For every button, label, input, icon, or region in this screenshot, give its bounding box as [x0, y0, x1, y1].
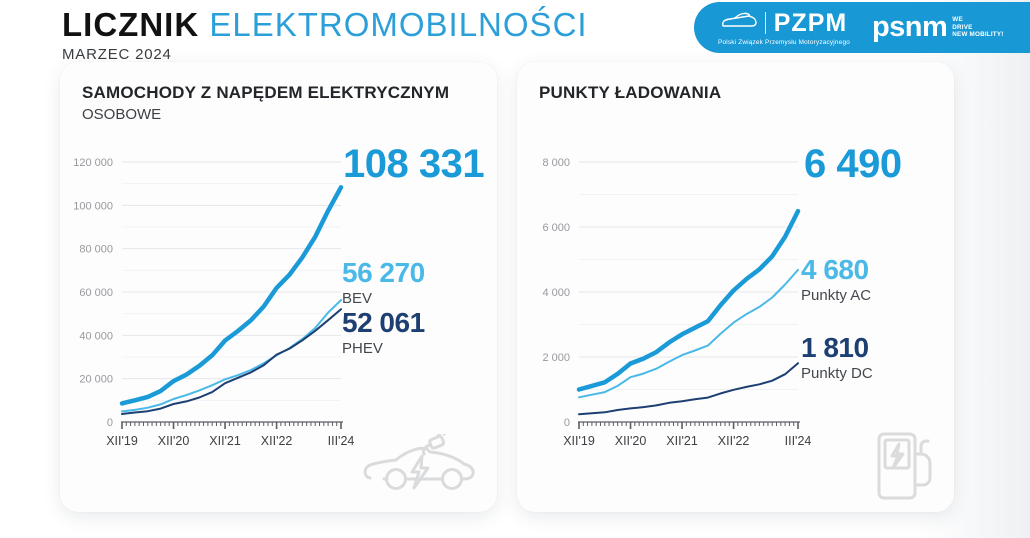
title-licznik: LICZNIK: [62, 6, 200, 43]
charging-card-header: PUNKTY ŁADOWANIA: [539, 83, 721, 124]
psnm-wordmark: psnm: [871, 10, 948, 43]
svg-text:XII'21: XII'21: [209, 434, 241, 448]
svg-text:XII'20: XII'20: [615, 434, 647, 448]
phev-callout: 52 061 PHEV: [342, 307, 425, 357]
psnm-tagline-line1: WE: [952, 16, 963, 24]
svg-text:0: 0: [564, 417, 570, 429]
svg-text:2 000: 2 000: [542, 352, 570, 364]
dc-label: Punkty DC: [801, 365, 873, 382]
psnm-tagline: WE DRIVE NEW MOBILITY!: [952, 16, 1003, 39]
vehicles-card: SAMOCHODY Z NAPĘDEM ELEKTRYCZNYM OSOBOWE…: [60, 62, 497, 512]
pzpm-wordmark: PZPM: [773, 8, 848, 37]
charging-total-callout: 6 490: [804, 144, 902, 184]
header: LICZNIK ELEKTROMOBILNOŚCI MARZEC 2024: [62, 6, 588, 63]
svg-text:XII'19: XII'19: [563, 434, 595, 448]
charging-card-subtitle: [539, 106, 721, 124]
vehicles-card-subtitle: OSOBOWE: [82, 106, 162, 123]
svg-text:100 000: 100 000: [73, 200, 113, 212]
charging-line-chart: 8 000 6 000 4 000 2 000 0 XII'19 XII'20 XII'21 X…: [542, 157, 812, 448]
svg-text:20 000: 20 000: [79, 374, 113, 386]
svg-text:6 000: 6 000: [542, 222, 570, 234]
vehicles-line-chart: 120 000 100 000 80 000 60 000 40 000 20 000 0 X…: [73, 157, 355, 448]
pzpm-logo-row: PZPM: [721, 10, 847, 37]
page-title: LICZNIK ELEKTROMOBILNOŚCI: [62, 6, 588, 43]
pzpm-logo: PZPM Polski Związek Przemysłu Motoryzacy…: [718, 10, 850, 46]
vehicles-total-value: 108 331: [343, 142, 485, 186]
svg-text:40 000: 40 000: [79, 330, 113, 342]
svg-text:60 000: 60 000: [79, 287, 113, 299]
charging-card-title: PUNKTY ŁADOWANIA: [539, 83, 722, 102]
svg-text:XII'22: XII'22: [261, 434, 293, 448]
pzpm-tagline: Polski Związek Przemysłu Motoryzacyjnego: [718, 38, 850, 46]
ac-label: Punkty AC: [801, 287, 872, 304]
report-month-label: MARZEC 2024: [62, 45, 172, 63]
electric-car-icon: [360, 434, 480, 496]
ac-callout: 4 680 Punkty AC: [801, 254, 872, 304]
svg-text:0: 0: [107, 417, 113, 429]
dc-callout: 1 810 Punkty DC: [801, 332, 873, 382]
svg-text:120 000: 120 000: [73, 157, 113, 169]
phev-label: PHEV: [342, 340, 383, 357]
svg-text:III'24: III'24: [328, 434, 355, 448]
charging-card: PUNKTY ŁADOWANIA 8 000 6 000 4 000 2 000 0 XI…: [517, 62, 954, 512]
svg-text:XII'22: XII'22: [718, 434, 750, 448]
svg-text:4 000: 4 000: [542, 287, 570, 299]
pzpm-separator: [764, 12, 766, 34]
psnm-tagline-line2: DRIVE: [952, 23, 973, 31]
svg-text:8 000: 8 000: [542, 157, 570, 169]
ac-value: 4 680: [801, 254, 869, 285]
vehicles-card-title: SAMOCHODY Z NAPĘDEM ELEKTRYCZNYM: [82, 83, 450, 102]
pzpm-car-icon: [721, 10, 757, 37]
bev-label: BEV: [342, 290, 373, 307]
ev-charger-icon: [873, 428, 935, 508]
svg-text:XII'19: XII'19: [106, 434, 138, 448]
svg-text:XII'20: XII'20: [158, 434, 190, 448]
dc-value: 1 810: [801, 332, 869, 363]
phev-value: 52 061: [342, 307, 425, 338]
charging-total-value: 6 490: [804, 142, 902, 186]
psnm-tagline-line3: NEW MOBILITY!: [952, 31, 1004, 39]
vehicles-total-callout: 108 331: [343, 142, 485, 186]
bev-callout: 56 270 BEV: [342, 257, 425, 307]
vehicles-card-header: SAMOCHODY Z NAPĘDEM ELEKTRYCZNYM OSOBOWE: [82, 83, 449, 124]
title-elektromobilnosci: ELEKTROMOBILNOŚCI: [209, 6, 588, 43]
bev-value: 56 270: [342, 257, 425, 288]
psnm-logo: psnm WE DRIVE NEW MOBILITY!: [871, 10, 1004, 43]
svg-text:80 000: 80 000: [79, 244, 113, 256]
logo-banner: PZPM Polski Związek Przemysłu Motoryzacy…: [694, 2, 1030, 53]
svg-text:III'24: III'24: [785, 434, 812, 448]
svg-text:XII'21: XII'21: [666, 434, 698, 448]
